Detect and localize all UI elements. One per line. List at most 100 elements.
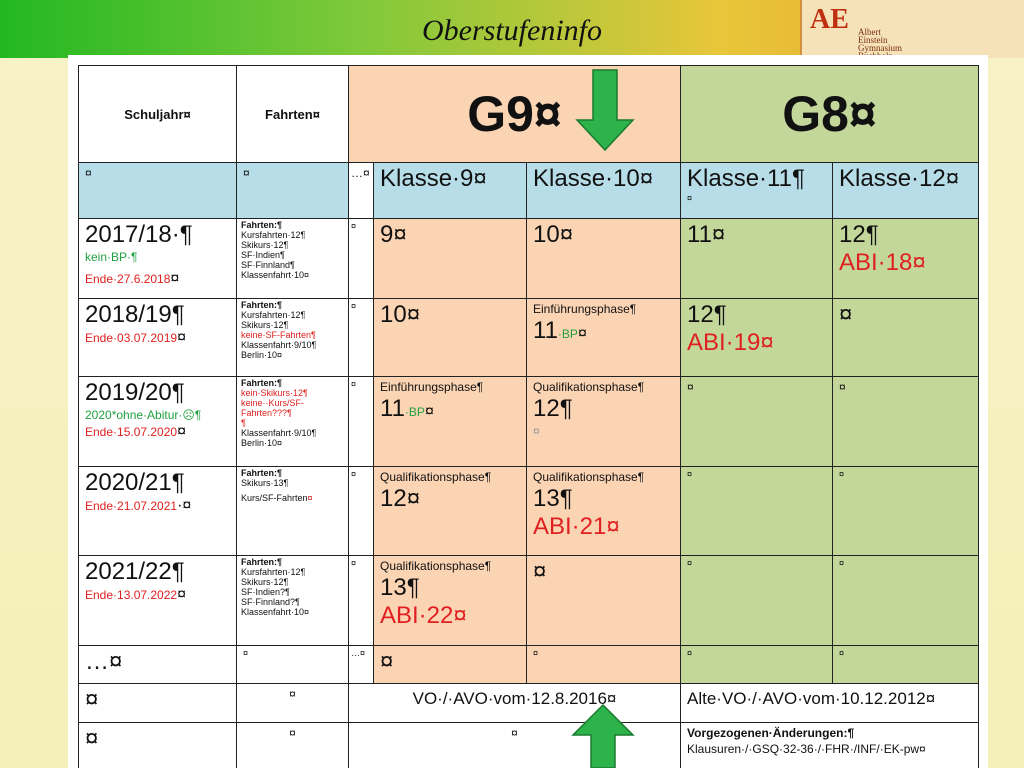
cell-text: 2020*ohne·Abitur·☹¶ xyxy=(85,408,202,422)
cell-text: Schuljahr¤ xyxy=(124,106,191,122)
cell-text: ¤ xyxy=(177,423,186,440)
cell-text: Fahrten¤ xyxy=(265,106,320,122)
cell-text: 2017/18·¶ xyxy=(85,221,193,248)
cell-text: ¤ xyxy=(687,469,693,479)
cell-text: ¤ xyxy=(289,726,296,740)
cell-text: ¤ xyxy=(839,648,845,658)
cell-text: ¤ xyxy=(307,493,313,503)
cell-text: ABI·18¤ xyxy=(839,249,926,276)
cell-text: 13¶ xyxy=(380,574,420,601)
cell-text: ¤ xyxy=(243,648,249,658)
cell-text: ¤ xyxy=(839,558,845,568)
cell-text: ¤ xyxy=(351,469,357,479)
cell-text: ¤ xyxy=(839,301,853,328)
cell-text: SF·Finnland?¶ xyxy=(241,597,300,607)
cell-text: Skikurs·12¶ xyxy=(241,320,289,330)
cell-text: Klasse·12¤ xyxy=(839,165,960,192)
cell-text: Klausuren·/·GSQ·32-36·/·FHR·/INF/·EK-pw¤ xyxy=(687,742,926,756)
cell-text: Fahrten:¶ xyxy=(241,378,283,388)
cell-text: 12¶ xyxy=(839,221,879,248)
cell-text: ¤ xyxy=(687,558,693,568)
cell-text: SF·Indien?¶ xyxy=(241,587,290,597)
arrow-up xyxy=(571,703,635,768)
cell-text: ¤ xyxy=(351,221,357,231)
cell-text: 12¤ xyxy=(380,485,421,512)
arrow-down xyxy=(575,69,635,152)
cell-text: ¤ xyxy=(170,270,180,287)
cell-text: ABI·22¤ xyxy=(380,602,467,629)
cell-text: ¤ xyxy=(687,648,693,658)
cell-text: Kursfahrten·12¶ xyxy=(241,230,306,240)
cell-text: Alte·VO·/·AVO·vom·10.12.2012¤ xyxy=(687,689,936,708)
cell-text: Fahrten:¶ xyxy=(241,300,283,310)
table: Schuljahr¤ Fahrten¤ G9¤ G8¤ ¤ ¤ …¤ Klass… xyxy=(78,65,979,768)
cell-text: 10¤ xyxy=(380,301,421,328)
slide-title: Oberstufeninfo xyxy=(422,14,602,47)
cell-text: G9¤ xyxy=(467,86,562,142)
cell-text: ¤ xyxy=(351,301,357,311)
cell-text: …¤ xyxy=(351,648,366,658)
cell-text: kein·Skikurs·12¶ xyxy=(241,388,308,398)
cell-text: Ende·27.6.2018 xyxy=(85,272,171,286)
cell-text: 12¶ xyxy=(687,301,727,328)
cell-text: Kurs/SF-Fahrten xyxy=(241,493,308,503)
cell-text: ¤ xyxy=(351,558,357,568)
cell-text: SF·Indien¶ xyxy=(241,250,285,260)
cell-text: Qualifikationsphase¶ xyxy=(380,470,492,484)
cell-text: ¤ xyxy=(839,469,845,479)
cell-text: Fahrten:¶ xyxy=(241,220,283,230)
cell-text: Klassenfahrt·10¤ xyxy=(241,270,310,280)
cell-text: SF·Finnland¶ xyxy=(241,260,295,270)
cell-text: 13¶ xyxy=(533,485,573,512)
logo-mark: AE xyxy=(810,4,849,35)
logo-text: Gymnasium xyxy=(858,43,902,53)
cell-text: Skikurs·13¶ xyxy=(241,478,289,488)
cell-text: ¤ xyxy=(533,648,539,658)
cell-text: ABI·21¤ xyxy=(533,513,620,540)
cell-text: Qualifikationsphase¶ xyxy=(380,559,492,573)
cell-text: ¤ xyxy=(351,379,357,389)
cell-text: ¤ xyxy=(243,166,250,180)
cell-text: ¤ xyxy=(289,687,296,701)
cell-text: ¤ xyxy=(687,380,694,394)
cell-text: 12¶ xyxy=(533,395,573,422)
cell-text: Ende·15.07.2020 xyxy=(85,425,178,439)
cell-text: 11 xyxy=(380,395,405,422)
cell-text: keine··Kurs/SF-Fahrten???¶ xyxy=(241,398,305,418)
cell-text: Berlin·10¤ xyxy=(241,350,283,360)
cell-text: 9¤ xyxy=(380,221,407,248)
cell-text: ¤ xyxy=(533,558,547,585)
cell-text: ¤ xyxy=(687,193,693,203)
cell-text: 2019/20¶ xyxy=(85,379,185,406)
cell-text: 2020/21¶ xyxy=(85,469,185,496)
cell-text: Klassenfahrt·10¤ xyxy=(241,607,310,617)
cell-text: VO·/·AVO·vom·12.8.2016¤ xyxy=(412,689,617,708)
cell-text: ¤ xyxy=(839,380,846,394)
cell-text: ¤ xyxy=(177,586,186,603)
cell-text: Einführungsphase¶ xyxy=(533,302,637,316)
cell-text: ¶ xyxy=(241,418,246,428)
cell-text: Fahrten:¶ xyxy=(241,468,283,478)
logo-text: Albert xyxy=(858,27,881,37)
cell-text: keine·SF-Fahrten¶ xyxy=(241,330,316,340)
cell-text: …¤ xyxy=(351,166,370,180)
cell-text: Klasse·9¤ xyxy=(380,165,487,192)
cell-text: Berlin·10¤ xyxy=(241,438,283,448)
cell-text: ¤ xyxy=(533,424,540,438)
cell-text: 2021/22¶ xyxy=(85,558,185,585)
cell-text: Klassenfahrt·9/10¶ xyxy=(241,340,317,350)
cell-text: G8¤ xyxy=(782,86,877,142)
cell-text: ¤ xyxy=(424,403,434,420)
cell-text: 11 xyxy=(533,317,558,344)
logo-text: Einstein xyxy=(858,35,888,45)
cell-text: …¤ xyxy=(85,648,123,675)
cell-text: Qualifikationsphase¶ xyxy=(533,470,645,484)
cell-text: Qualifikationsphase¶ xyxy=(533,380,645,394)
cell-text: Klasse·10¤ xyxy=(533,165,654,192)
cell-text: ¤ xyxy=(177,329,186,346)
cell-text: ·BP xyxy=(557,327,578,341)
cell-text: ¤ xyxy=(380,648,394,675)
cell-text: ¤ xyxy=(85,686,99,713)
cell-text: ¤ xyxy=(85,166,92,180)
